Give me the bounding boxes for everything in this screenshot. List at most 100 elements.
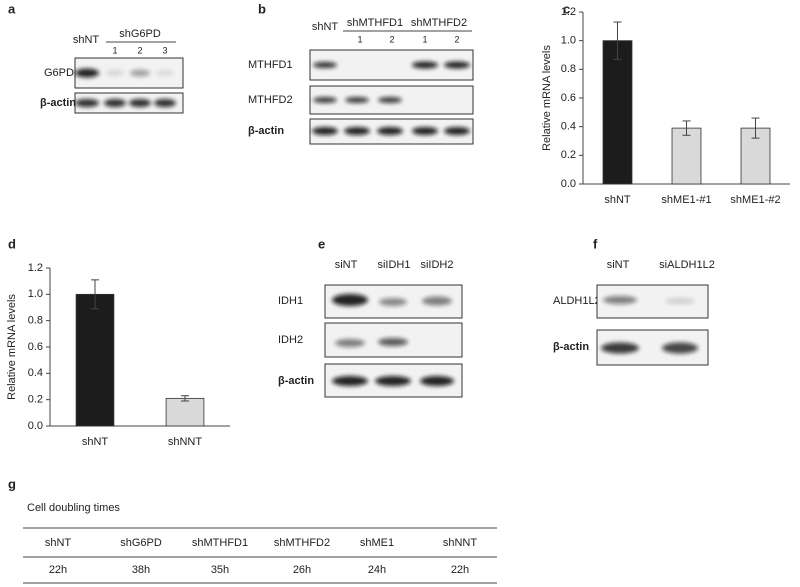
row-label: MTHFD2 [248, 94, 293, 106]
x-tick-label: shME1-#1 [661, 194, 711, 206]
blot-band [345, 97, 369, 103]
lane-label: siNT [335, 259, 358, 271]
y-tick-label: 1.2 [561, 6, 576, 18]
lane-label: 2 [137, 45, 142, 55]
blot-band [375, 376, 411, 386]
x-tick-label: shNT [604, 194, 631, 206]
blot-band [377, 127, 403, 135]
blot-band [154, 99, 176, 107]
blot-band [422, 296, 452, 306]
y-tick-label: 0.0 [28, 420, 43, 432]
lane-label: siALDH1L2 [659, 259, 715, 271]
table-cell: 22h [451, 564, 469, 576]
blot-band [378, 97, 402, 103]
table-title: Cell doubling times [27, 502, 120, 514]
row-label: β-actin [248, 125, 284, 137]
lane-label: shNT [73, 34, 100, 46]
lane-label: 3 [162, 45, 167, 55]
lane-label: shNT [312, 21, 339, 33]
blot-band [313, 62, 337, 68]
lane-label: siIDH2 [420, 259, 453, 271]
row-label: IDH1 [278, 295, 303, 307]
y-tick-label: 1.0 [561, 35, 576, 47]
row-label: IDH2 [278, 334, 303, 346]
x-tick-label: shME1-#2 [730, 194, 780, 206]
blot-band [412, 61, 438, 69]
table-cell: 35h [211, 564, 229, 576]
lane-label: siNT [607, 259, 630, 271]
table-cell: 26h [293, 564, 311, 576]
blot-band [332, 294, 368, 306]
lane-label: 2 [389, 34, 394, 44]
panel-label: f [593, 236, 598, 251]
bar [671, 127, 702, 185]
row-label: G6PD [44, 67, 74, 79]
blot-band [444, 127, 470, 135]
y-tick-label: 0.2 [28, 394, 43, 406]
lane-label: 1 [357, 34, 362, 44]
blot-band [156, 70, 174, 76]
group-label: shMTHFD2 [411, 17, 467, 29]
x-tick-label: shNT [82, 436, 109, 448]
y-tick-label: 0.2 [561, 149, 576, 161]
lane-label: 1 [112, 45, 117, 55]
panel-label: a [8, 1, 16, 16]
table-header: shME1 [360, 537, 394, 549]
blot-band [332, 376, 368, 386]
blot-band [444, 61, 470, 69]
y-tick-label: 0.8 [28, 315, 43, 327]
y-tick-label: 0.8 [561, 63, 576, 75]
y-tick-label: 0.6 [561, 92, 576, 104]
table-cell: 22h [49, 564, 67, 576]
blot-band [665, 298, 695, 304]
group-label: shG6PD [119, 28, 161, 40]
table-header: shMTHFD1 [192, 537, 248, 549]
table-cell: 24h [368, 564, 386, 576]
lane-label: 1 [422, 34, 427, 44]
table-header: shG6PD [120, 537, 162, 549]
blot-band [75, 99, 99, 107]
blot-band [312, 127, 338, 135]
y-tick-label: 0.0 [561, 178, 576, 190]
panel-label: g [8, 476, 16, 491]
blot-band [106, 70, 124, 76]
bar [165, 397, 205, 427]
row-label: β-actin [278, 375, 314, 387]
blot-band [130, 69, 150, 77]
row-label: β-actin [40, 97, 76, 109]
lane-label: 2 [454, 34, 459, 44]
blot-band [662, 342, 698, 354]
panel-label: c [563, 1, 570, 16]
blot-band [313, 97, 337, 103]
y-axis-label: Relative mRNA levels [6, 294, 18, 400]
lane-label: siIDH1 [377, 259, 410, 271]
x-tick-label: shNNT [168, 436, 203, 448]
y-tick-label: 0.4 [28, 367, 43, 379]
y-tick-label: 1.0 [28, 288, 43, 300]
blot-band [601, 342, 639, 354]
blot-band [379, 298, 407, 306]
blot-band [420, 376, 454, 386]
table-header: shNNT [443, 537, 478, 549]
y-axis-label: Relative mRNA levels [541, 45, 553, 151]
blot-band [335, 339, 365, 347]
blot-band [129, 99, 151, 107]
blot-band [603, 296, 637, 304]
group-label: shMTHFD1 [347, 17, 403, 29]
bar [75, 293, 115, 427]
blot-band [412, 127, 438, 135]
y-tick-label: 1.2 [28, 262, 43, 274]
blot-band [104, 99, 126, 107]
row-label: ALDH1L2 [553, 295, 601, 307]
row-label: β-actin [553, 341, 589, 353]
table-header: shMTHFD2 [274, 537, 330, 549]
blot-band [75, 68, 99, 78]
panel-label: b [258, 1, 266, 16]
panel-label: d [8, 236, 16, 251]
table-cell: 38h [132, 564, 150, 576]
blot-band [344, 127, 370, 135]
y-tick-label: 0.6 [28, 341, 43, 353]
table-header: shNT [45, 537, 72, 549]
bar [602, 40, 633, 185]
